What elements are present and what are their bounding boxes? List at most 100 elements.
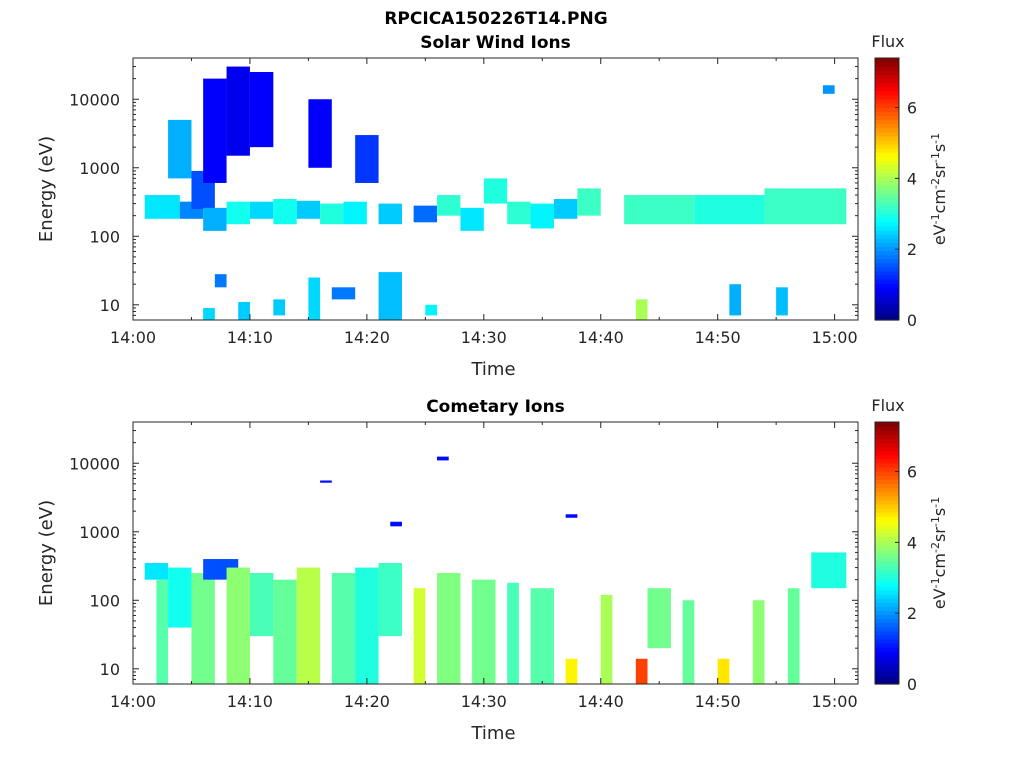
heatmap-cell <box>460 207 484 231</box>
heatmap-cell <box>413 588 426 684</box>
heatmap-cell <box>694 195 765 225</box>
colorbar-tick-label: 4 <box>907 169 917 188</box>
heatmap-cell <box>296 567 321 684</box>
figure-title: RPCICA150226T14.PNG <box>384 9 607 29</box>
heatmap-cell <box>273 299 286 316</box>
colorbar-segment <box>875 254 899 260</box>
colorbar-segment <box>875 422 899 427</box>
colorbar-segment <box>875 475 899 480</box>
heatmap-cell <box>787 588 800 684</box>
colorbar-unit-label: eV-1cm-2sr-1s-1 <box>929 133 949 245</box>
heatmap-cell <box>717 658 730 684</box>
x-tick-label: 14:40 <box>578 692 624 711</box>
colorbar-segment <box>875 487 899 493</box>
y-tick-label: 1000 <box>79 523 120 542</box>
colorbar: 0 2 4 6 Flux eV-1cm-2sr-1s-1 <box>871 32 949 330</box>
heatmap-cell <box>273 579 297 684</box>
heatmap-cell <box>355 567 379 684</box>
heatmap-cell <box>635 299 648 320</box>
colorbar-segment <box>875 618 899 624</box>
heatmap-cell <box>413 205 438 223</box>
heatmap-cell <box>483 178 508 204</box>
colorbar-segment <box>875 90 899 96</box>
colorbar-segment <box>875 675 899 681</box>
heatmap-cell <box>530 588 554 684</box>
x-tick-label: 14:40 <box>578 328 624 347</box>
colorbar-tick-label: 6 <box>907 99 917 118</box>
heatmap-cell <box>144 195 180 219</box>
heatmap-cell <box>378 272 402 320</box>
colorbar-segment <box>875 164 899 170</box>
x-tick-label: 14:00 <box>110 328 156 347</box>
colorbar: 0 2 4 6 Flux eV-1cm-2sr-1s-1 <box>871 396 949 694</box>
colorbar-segment <box>875 430 899 435</box>
colorbar-segment <box>875 536 899 542</box>
heatmap-cell <box>553 199 578 219</box>
colorbar-segment <box>875 565 899 570</box>
colorbar-segment <box>875 176 899 182</box>
y-tick-label: 10 <box>100 660 120 679</box>
colorbar-segment <box>875 622 899 628</box>
heatmap-cell <box>764 188 847 225</box>
heatmap-cell <box>273 199 297 225</box>
colorbar-segment <box>875 610 899 616</box>
colorbar-segment <box>875 139 899 145</box>
colorbar-title: Flux <box>871 32 904 51</box>
colorbar-segment <box>875 638 899 644</box>
colorbar-segment <box>875 94 899 100</box>
colorbar-title: Flux <box>871 396 904 415</box>
heatmap-cell <box>226 66 250 156</box>
colorbar-segment <box>875 503 899 509</box>
x-tick-label: 14:10 <box>227 692 273 711</box>
colorbar-segment <box>875 262 899 268</box>
y-axis-label: Energy (eV) <box>36 136 57 242</box>
colorbar-segment <box>875 213 899 219</box>
colorbar-segment <box>875 127 899 133</box>
colorbar-segment <box>875 70 899 75</box>
colorbar-segment <box>875 82 899 88</box>
colorbar-segment <box>875 279 899 284</box>
colorbar-segment <box>875 630 899 636</box>
colorbar-segment <box>875 238 899 243</box>
colorbar-segment <box>875 295 899 301</box>
colorbar-segment <box>875 569 899 575</box>
heatmap-cell <box>355 135 379 183</box>
colorbar-segment <box>875 614 899 620</box>
colorbar-segment <box>875 74 899 80</box>
colorbar-segment <box>875 528 899 534</box>
colorbar-segment <box>875 209 899 215</box>
heatmap-cell <box>249 201 274 219</box>
colorbar-segment <box>875 98 899 104</box>
heatmap-cell <box>203 78 227 183</box>
x-axis-label: Time <box>470 723 515 744</box>
colorbar-frame <box>874 57 900 321</box>
heatmap-cell <box>378 203 402 225</box>
colorbar-segment <box>875 651 899 656</box>
heatmap-cell <box>331 287 356 300</box>
colorbar-segment <box>875 131 899 137</box>
heatmap-cells <box>144 66 847 320</box>
x-tick-label: 14:30 <box>461 692 507 711</box>
x-tick-label: 14:20 <box>344 328 390 347</box>
colorbar-segment <box>875 598 899 603</box>
colorbar-segment <box>875 471 899 476</box>
heatmap-cell <box>577 188 601 216</box>
colorbar-segment <box>875 246 899 252</box>
colorbar-segment <box>875 499 899 505</box>
x-tick-label: 14:30 <box>461 328 507 347</box>
heatmap-cell <box>507 201 531 225</box>
colorbar-segment <box>875 507 899 513</box>
heatmap-cell <box>168 567 192 628</box>
y-tick-label: 10000 <box>69 90 120 109</box>
colorbar-segment <box>875 193 899 198</box>
heatmap-cell <box>776 287 788 316</box>
heatmap-cell <box>729 284 742 316</box>
colorbar-segment <box>875 548 899 554</box>
colorbar-segment <box>875 643 899 648</box>
colorbar-segment <box>875 311 899 317</box>
colorbar-segment <box>875 184 899 190</box>
colorbar-segment <box>875 520 899 525</box>
colorbar-segment <box>875 659 899 665</box>
colorbar-segment <box>875 287 899 292</box>
plot-frame <box>132 57 859 321</box>
